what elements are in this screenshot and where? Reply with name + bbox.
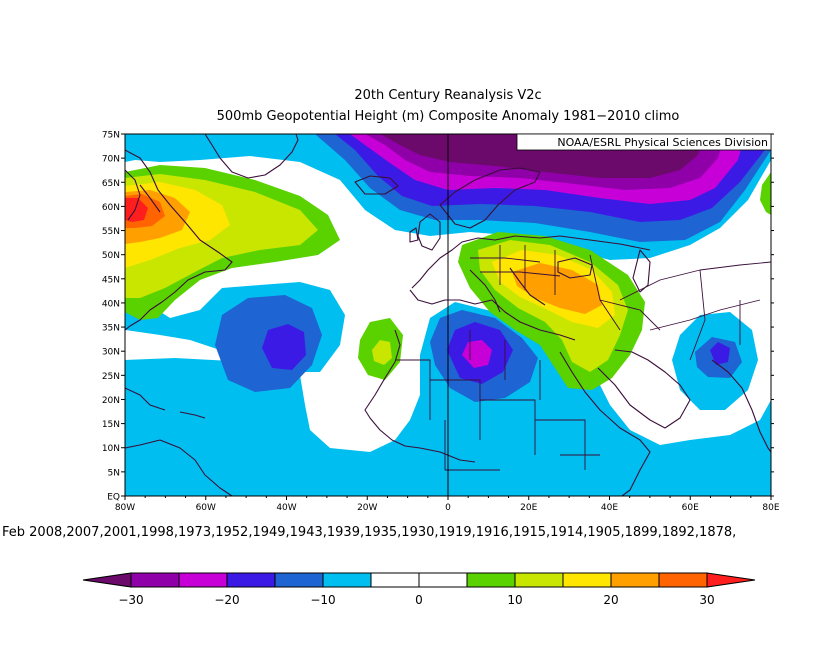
coast-south-america [125, 439, 233, 496]
coast-hudson-labrador [125, 169, 161, 221]
x-tick-label: 0 [445, 503, 451, 513]
y-tick-label: 15N [102, 420, 120, 430]
coast-arabia [597, 349, 691, 429]
colorbar-label: −10 [310, 593, 335, 607]
colorbar-swatch [466, 572, 516, 588]
map-panel [125, 134, 771, 496]
contour-minus20-africa [462, 340, 492, 368]
x-tick-label: 40W [276, 503, 296, 513]
chart-subtitle: 500mb Geopotential Height (m) Composite … [217, 109, 680, 124]
chart-title: 20th Century Reanalysis V2c [354, 88, 541, 103]
colorbar-label: −20 [214, 593, 239, 607]
x-tick-label: 80W [115, 503, 135, 513]
contour-plus5-india [760, 172, 771, 215]
colorbar-swatch [658, 572, 708, 588]
y-tick-label: 40N [102, 299, 120, 309]
colorbar-swatch [322, 572, 372, 588]
coast-british-isles [409, 213, 441, 251]
y-tick-label: 20N [102, 396, 120, 406]
y-tick-label: 70N [102, 155, 120, 165]
credit-box: NOAA/ESRL Physical Sciences Division [516, 133, 772, 151]
coast-north-america-east [125, 149, 233, 331]
colorbar-swatch [370, 572, 420, 588]
colorbar-swatch [226, 572, 276, 588]
y-tick-label: 65N [102, 179, 120, 189]
colorbar-label: −30 [118, 593, 143, 607]
borders-europe [470, 245, 661, 331]
coastlines [125, 134, 771, 496]
colorbar-labels: −30 −20 −10 0 10 20 30 [118, 593, 714, 607]
y-axis: 75N 70N 65N 60N 55N 50N 45N 40N 35N 30N 25N 20N 15N 1… [102, 131, 774, 503]
contour-plus10-canary [372, 340, 392, 365]
coast-caribbean [125, 387, 206, 419]
y-tick-label: 30N [102, 348, 120, 358]
colorbar-label: 10 [507, 593, 522, 607]
coast-north-africa [364, 329, 476, 463]
colorbar-swatch [418, 572, 468, 588]
coast-india [711, 359, 771, 453]
y-tick-label: 25N [102, 372, 120, 382]
borders-africa [395, 330, 600, 471]
coast-iberia-med [409, 289, 576, 341]
contour-plus20-europe [512, 263, 602, 314]
x-tick-label: 80E [762, 503, 779, 513]
y-tick-label: 45N [102, 275, 120, 285]
y-tick-label: 35N [102, 324, 120, 334]
borders-asia [619, 261, 771, 361]
colorbar-label: 0 [415, 593, 423, 607]
contour-minus15-arabia [710, 342, 730, 365]
colorbar-swatch [178, 572, 228, 588]
y-tick-label: 60N [102, 203, 120, 213]
x-tick-label: 60E [682, 503, 699, 513]
x-tick-label: 20W [357, 503, 377, 513]
coast-greenland [204, 134, 299, 179]
colorbar-swatch [562, 572, 612, 588]
colorbar-arrow-right [706, 572, 756, 588]
x-tick-label: 20E [520, 503, 537, 513]
colorbar-swatch [610, 572, 660, 588]
coast-scandinavia [439, 167, 541, 229]
y-tick-label: EQ [107, 493, 120, 503]
x-tick-label: 40E [601, 503, 618, 513]
colorbar-arrow-left [82, 572, 132, 588]
colorbar-swatch [130, 572, 180, 588]
y-tick-label: 10N [102, 444, 120, 454]
credit-text: NOAA/ESRL Physical Sciences Division [557, 136, 768, 149]
y-tick-label: 50N [102, 251, 120, 261]
coast-europe [411, 235, 651, 289]
colorbar-label: 30 [699, 593, 714, 607]
colorbar-label: 20 [603, 593, 618, 607]
coast-africa-east [559, 351, 651, 496]
contour-minus15-atlantic [262, 324, 306, 370]
y-tick-label: 75N [102, 131, 120, 141]
y-tick-label: 5N [108, 468, 120, 478]
colorbar-swatch [514, 572, 564, 588]
positive-anomaly-fields [125, 165, 771, 390]
x-tick-label: 60W [196, 503, 216, 513]
x-axis: 80W 60W 40W 20W 0 20E 40E 60E 80E [115, 496, 780, 513]
coast-iceland [354, 175, 399, 195]
colorbar [82, 572, 756, 588]
composite-years-label: Feb 2008,2007,2001,1998,1973,1952,1949,1… [2, 525, 736, 540]
y-tick-label: 55N [102, 227, 120, 237]
colorbar-swatch [274, 572, 324, 588]
